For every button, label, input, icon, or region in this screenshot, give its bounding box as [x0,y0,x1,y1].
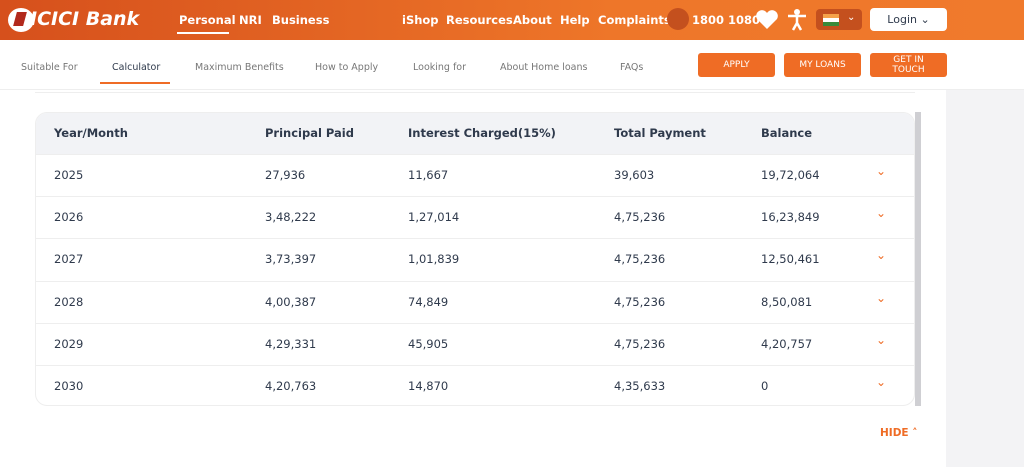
column-header: Principal Paid [265,126,354,140]
heart-icon[interactable] [755,9,779,31]
login-label: Login [887,13,917,26]
nav-link[interactable]: Personal [179,13,236,27]
cell: 1,27,014 [408,210,460,225]
cell: 11,667 [408,168,449,182]
column-header: Balance [761,126,813,140]
tab[interactable]: FAQs [620,62,644,73]
cell: 3,73,397 [265,252,317,267]
table-row [36,154,914,196]
column-header: Total Payment [614,126,706,140]
hide-label: HIDE [880,427,909,439]
table: Year/Month Principal Paid Interest Charged… [35,112,915,406]
table-row [36,196,914,238]
expand-chevron[interactable]: ⌄ [876,375,887,389]
cell: 2030 [54,379,84,393]
language-dropdown[interactable]: ⌄ [816,9,862,30]
cell: 8,50,081 [761,294,813,309]
phone-icon[interactable] [667,8,689,30]
tab[interactable]: Suitable For [21,62,78,73]
cell: 4,75,236 [614,336,666,351]
cell: 19,72,064 [761,168,820,182]
cell: 2029 [54,336,84,351]
tab[interactable]: How to Apply [315,62,379,73]
top-link[interactable]: About [513,13,552,27]
top-link[interactable]: Resources [446,13,513,27]
expand-chevron[interactable]: ⌄ [876,332,887,347]
column-header: Interest Charged(15%) [408,126,556,140]
top-link[interactable]: iShop [402,13,439,27]
table-row [36,238,914,280]
cell: 0 [761,379,769,393]
cell: 3,48,222 [265,210,317,225]
expand-chevron[interactable]: ⌄ [876,248,887,263]
login-button[interactable]: Login ⌄ [870,8,947,31]
hide-link[interactable]: HIDE ˄ [880,427,918,439]
cell: 4,29,331 [265,336,317,351]
nav-link[interactable]: NRI [239,13,262,27]
divider [35,92,915,93]
cell: 45,905 [408,336,449,351]
cell: 27,936 [265,168,306,182]
active-underline [177,32,229,34]
sub-nav: Suitable For Calculator Maximum Benefits… [0,40,1024,90]
column-header: Year/Month [54,126,128,140]
expand-chevron[interactable]: ⌄ [876,290,887,305]
cell: 14,870 [408,379,449,393]
cell: 4,20,757 [761,336,813,351]
cell: 4,75,236 [614,210,666,225]
tab-underline [100,82,170,84]
cell: 4,00,387 [265,294,317,309]
table-row [36,322,914,365]
tab[interactable]: Maximum Benefits [195,62,284,73]
cell: 4,75,236 [614,294,666,309]
my-loans-button[interactable]: MY LOANS [784,53,861,77]
cell: 4,20,763 [265,379,317,393]
table-row [36,280,914,323]
tab[interactable]: About Home loans [500,62,588,73]
cell: 12,50,461 [761,252,820,267]
top-link[interactable]: Complaints [598,13,671,27]
table-header [36,113,914,154]
cell: 16,23,849 [761,210,820,225]
top-link[interactable]: Help [560,13,590,27]
contact-button[interactable]: GET IN TOUCH [870,53,947,77]
cell: 2028 [54,294,84,309]
cell: 2025 [54,168,84,182]
tab[interactable]: Looking for [413,62,467,73]
cell: 74,849 [408,294,449,309]
tab[interactable]: Calculator [112,62,161,73]
cell: 1,01,839 [408,252,460,267]
top-bar: ICICI Bank Personal NRI Business iShop R… [0,0,1024,40]
expand-chevron[interactable]: ⌄ [876,206,887,221]
accessibility-icon[interactable] [786,8,808,32]
cell: 4,75,236 [614,252,666,267]
apply-button[interactable]: APPLY [698,53,775,77]
cell: 2027 [54,252,84,267]
cell: 39,603 [614,168,655,182]
cell: 2026 [54,210,84,225]
table-row [36,365,914,405]
phone[interactable]: 1800 1080 [692,13,761,27]
cell: 4,35,633 [614,379,666,393]
scrollbar[interactable] [915,112,921,406]
logo[interactable]: ICICI Bank [30,8,140,30]
expand-chevron[interactable]: ⌄ [876,164,887,178]
nav-link[interactable]: Business [272,13,330,27]
